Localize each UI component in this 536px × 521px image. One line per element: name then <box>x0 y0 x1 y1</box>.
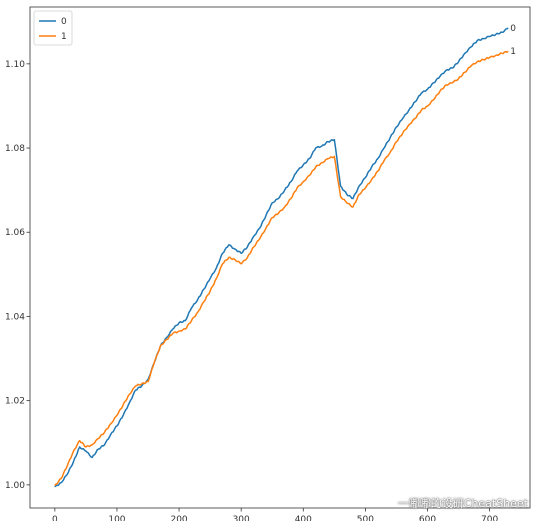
x-tick-label: 600 <box>419 515 436 521</box>
x-tick-label: 100 <box>108 515 125 521</box>
series-end-label-1: 1 <box>510 47 516 57</box>
x-tick-label: 0 <box>52 515 58 521</box>
legend-label-0: 0 <box>61 17 67 27</box>
x-tick-label: 400 <box>295 515 312 521</box>
end-labels: 01 <box>510 24 516 57</box>
y-tick-label: 1.10 <box>5 60 25 70</box>
series-line-1 <box>54 50 509 487</box>
y-tick-label: 1.06 <box>5 228 25 238</box>
x-tick-label: 700 <box>481 515 498 521</box>
legend: 01 <box>33 10 73 46</box>
x-tick-label: 200 <box>170 515 187 521</box>
x-tick-label: 500 <box>357 515 374 521</box>
plot-frame <box>29 6 531 509</box>
y-tick-label: 1.02 <box>5 397 25 407</box>
x-tick-label: 300 <box>233 515 250 521</box>
series-layer <box>54 27 509 488</box>
y-axis: 1.00 1.02 1.04 1.06 1.08 1.10 <box>5 60 30 491</box>
series-line-0 <box>54 27 509 488</box>
x-axis: 0 100 200 300 400 500 600 700 <box>52 508 498 521</box>
legend-label-1: 1 <box>61 32 67 42</box>
series-end-label-0: 0 <box>510 24 516 34</box>
y-tick-label: 1.04 <box>5 312 25 322</box>
watermark: 一嘟嘟的设研CheatSheet <box>397 497 528 510</box>
plot-area <box>29 6 531 509</box>
y-tick-label: 1.08 <box>5 144 25 154</box>
y-tick-label: 1.00 <box>5 481 25 491</box>
